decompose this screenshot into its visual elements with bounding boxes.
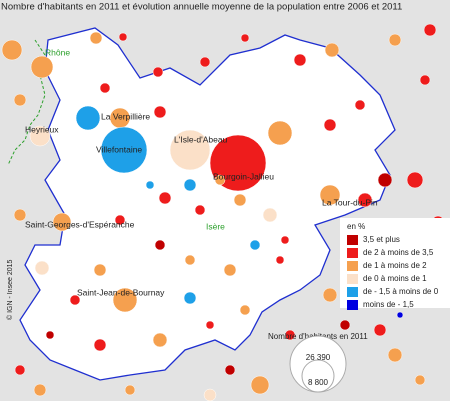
commune-symbol: [239, 304, 251, 316]
commune-symbol: [45, 330, 55, 340]
legend-swatch: [347, 235, 358, 245]
commune-symbol: [89, 31, 103, 45]
commune-symbol: [13, 93, 27, 107]
commune-symbol: [205, 320, 215, 330]
commune-symbol: [280, 235, 290, 245]
place-label: Rhône: [45, 47, 70, 57]
department-border: [7, 39, 46, 166]
commune-symbol: [158, 191, 172, 205]
commune-symbol: [13, 208, 27, 222]
commune-symbol: [240, 33, 250, 43]
commune-symbol: [30, 55, 54, 79]
commune-symbol: [224, 364, 236, 376]
commune-symbol: [423, 23, 437, 37]
commune-symbol: [1, 39, 23, 61]
commune-symbol: [233, 193, 247, 207]
legend-label: de 1 à moins de 2: [363, 261, 427, 270]
commune-symbol: [14, 364, 26, 376]
commune-symbol: [124, 384, 136, 396]
commune-symbol: [93, 338, 107, 352]
size-label: 8 800: [308, 378, 329, 387]
commune-symbol: [388, 33, 402, 47]
place-label: Saint-Georges-d'Espéranche: [25, 219, 135, 229]
commune-symbol: [419, 74, 431, 86]
legend-swatch: [347, 248, 358, 258]
commune-symbol: [284, 329, 296, 341]
commune-symbol: [323, 118, 337, 132]
commune-symbol: [99, 82, 111, 94]
commune-symbol: [339, 319, 351, 331]
commune-symbol: [152, 66, 164, 78]
commune-symbol: [322, 287, 338, 303]
title: Nombre d'habitants en 2011 et évolution …: [1, 2, 402, 13]
commune-symbol: [354, 99, 366, 111]
commune-symbol: [377, 172, 393, 188]
commune-symbol: [69, 294, 81, 306]
commune-symbol: [319, 184, 341, 206]
commune-symbol: [75, 105, 101, 131]
legend-label: de 2 à moins de 3,5: [363, 248, 434, 257]
commune-symbol: [34, 260, 50, 276]
commune-symbol: [406, 171, 424, 189]
commune-symbol: [414, 374, 426, 386]
legend-label: de 0 à moins de 1: [363, 274, 427, 283]
circles: [1, 23, 445, 401]
commune-symbol: [112, 287, 138, 313]
commune-symbol: [169, 129, 211, 171]
commune-symbol: [199, 56, 211, 68]
legend-title: en %: [347, 222, 365, 231]
place-label: La Verpillière: [101, 111, 150, 121]
commune-symbol: [183, 178, 197, 192]
legend-swatch: [347, 274, 358, 284]
legend-label: 3,5 et plus: [363, 235, 400, 244]
size-label: 26 390: [306, 353, 331, 362]
legend-swatch: [347, 261, 358, 271]
commune-symbol: [357, 192, 373, 208]
commune-symbol: [249, 239, 261, 251]
commune-symbol: [114, 214, 126, 226]
commune-symbol: [262, 207, 278, 223]
commune-symbol: [183, 291, 197, 305]
place-label: Isère: [206, 221, 225, 231]
commune-symbol: [145, 180, 155, 190]
commune-symbol: [194, 204, 206, 216]
commune-symbol: [214, 174, 226, 186]
commune-symbol: [33, 383, 47, 397]
commune-symbol: [223, 263, 237, 277]
commune-symbol: [93, 263, 107, 277]
commune-symbol: [29, 125, 51, 147]
legend-swatch: [347, 300, 358, 310]
legend-label: de - 1,5 à moins de 0: [363, 287, 439, 296]
size-circle-small: [301, 359, 335, 393]
place-label: La Tour-du-Pin: [322, 197, 378, 207]
commune-symbol: [203, 388, 217, 401]
commune-symbol: [267, 120, 293, 146]
commune-symbol: [52, 212, 72, 232]
commune-symbol: [324, 42, 340, 58]
commune-symbol: [250, 375, 270, 395]
commune-symbol: [118, 32, 128, 42]
place-label: L'Isle-d'Abeau: [174, 134, 228, 144]
place-label: Heyrieux: [25, 124, 59, 134]
commune-symbol: [387, 347, 403, 363]
place-label: Saint-Jean-de-Bournay: [77, 287, 165, 297]
commune-symbol: [373, 323, 387, 337]
commune-symbol: [154, 239, 166, 251]
commune-symbol: [152, 332, 168, 348]
legend: en % Nombre d'habitants en 2011 26 390 8…: [268, 218, 450, 393]
legend-swatch: [347, 287, 358, 297]
place-label: Villefontaine: [96, 144, 142, 154]
commune-symbol: [293, 53, 307, 67]
place-label: Bourgoin-Jallieu: [213, 171, 274, 181]
legend-label: moins de - 1,5: [363, 300, 414, 309]
commune-symbol: [153, 105, 167, 119]
commune-symbol: [396, 311, 404, 319]
commune-symbol: [184, 254, 196, 266]
commune-symbol: [100, 126, 148, 174]
legend-box: [340, 218, 450, 308]
commune-symbol: [275, 255, 285, 265]
credit: © IGN - Insee 2015: [6, 259, 14, 320]
